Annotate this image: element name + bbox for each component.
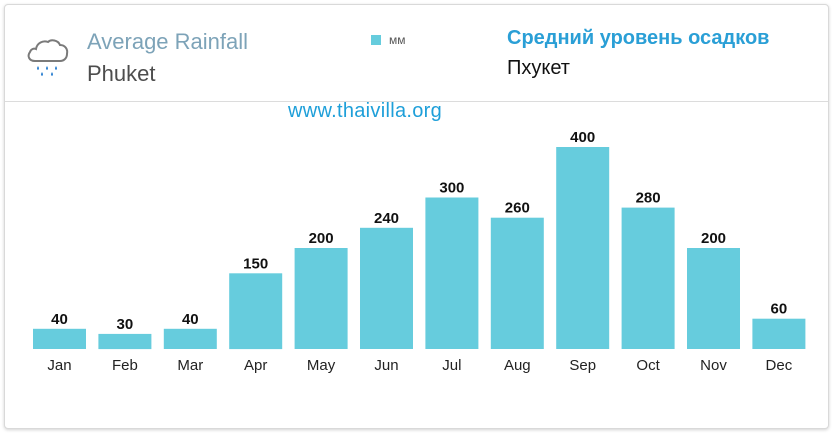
- rain-cloud-icon: [27, 39, 69, 76]
- legend-label: мм: [389, 33, 406, 47]
- bar-feb: [98, 333, 152, 350]
- x-tick-label-jul: Jul: [442, 357, 461, 374]
- x-tick-label-may: May: [307, 357, 336, 374]
- value-label-nov: 200: [701, 230, 726, 247]
- x-tick-label-nov: Nov: [700, 357, 727, 374]
- location-en: Phuket: [87, 61, 156, 86]
- x-tick-label-jun: Jun: [374, 357, 398, 374]
- bar-jul: [425, 197, 479, 349]
- value-label-jul: 300: [439, 180, 464, 197]
- bar-apr: [229, 273, 283, 350]
- bar-dec: [752, 318, 806, 349]
- value-label-dec: 60: [771, 301, 788, 318]
- value-label-oct: 280: [636, 190, 661, 207]
- website-link[interactable]: www.thaivilla.org: [288, 100, 443, 122]
- rainfall-card: Average Rainfall Phuket мм Средний урове…: [4, 4, 829, 429]
- bar-jan: [33, 328, 86, 349]
- bar-may: [294, 248, 348, 349]
- value-label-sep: 400: [570, 129, 595, 146]
- bar-sep: [556, 147, 610, 349]
- value-label-aug: 260: [505, 200, 530, 217]
- x-tick-label-dec: Dec: [766, 357, 793, 374]
- x-tick-label-apr: Apr: [244, 357, 267, 374]
- x-tick-label-jan: Jan: [47, 357, 71, 374]
- card-header: Average Rainfall Phuket мм Средний урове…: [5, 5, 828, 102]
- x-tick-label-oct: Oct: [636, 357, 660, 374]
- bar-nov: [687, 248, 740, 349]
- bar-aug: [490, 217, 544, 349]
- value-label-apr: 150: [243, 255, 268, 272]
- chart-title-en: Average Rainfall: [87, 29, 249, 54]
- value-label-feb: 30: [117, 316, 134, 333]
- value-label-jun: 240: [374, 210, 399, 227]
- value-label-mar: 40: [182, 311, 199, 328]
- x-tick-label-sep: Sep: [569, 357, 596, 374]
- location-ru: Пхукет: [507, 57, 570, 79]
- legend: мм: [371, 33, 406, 47]
- bar-jun: [360, 227, 413, 349]
- value-label-may: 200: [309, 230, 334, 247]
- x-tick-label-aug: Aug: [504, 357, 531, 374]
- x-tick-label-feb: Feb: [112, 357, 138, 374]
- chart-title-ru: Средний уровень осадков: [507, 27, 770, 49]
- x-tick-label-mar: Mar: [177, 357, 203, 374]
- bar-mar: [163, 328, 217, 349]
- legend-swatch: [371, 35, 381, 45]
- value-label-jan: 40: [51, 311, 68, 328]
- bar-oct: [621, 207, 675, 349]
